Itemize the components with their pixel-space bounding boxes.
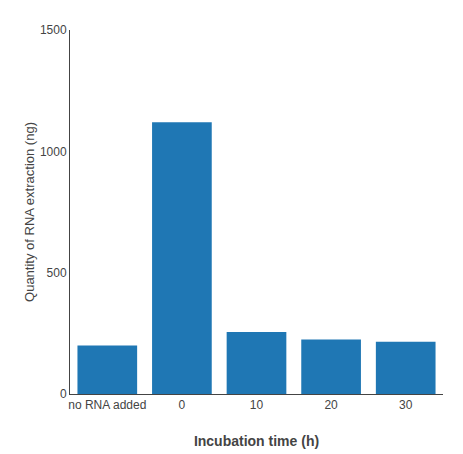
svg-text:0: 0	[179, 398, 186, 412]
svg-text:Incubation time (h): Incubation time (h)	[194, 433, 319, 449]
svg-text:no RNA added: no RNA added	[68, 398, 146, 412]
svg-text:20: 20	[324, 398, 338, 412]
svg-text:10: 10	[250, 398, 264, 412]
svg-text:0: 0	[60, 387, 67, 401]
svg-text:Quantity of RNA extraction (ng: Quantity of RNA extraction (ng)	[22, 122, 37, 302]
svg-text:1500: 1500	[40, 23, 67, 37]
svg-text:30: 30	[399, 398, 413, 412]
svg-text:500: 500	[47, 266, 67, 280]
svg-text:1000: 1000	[40, 145, 67, 159]
